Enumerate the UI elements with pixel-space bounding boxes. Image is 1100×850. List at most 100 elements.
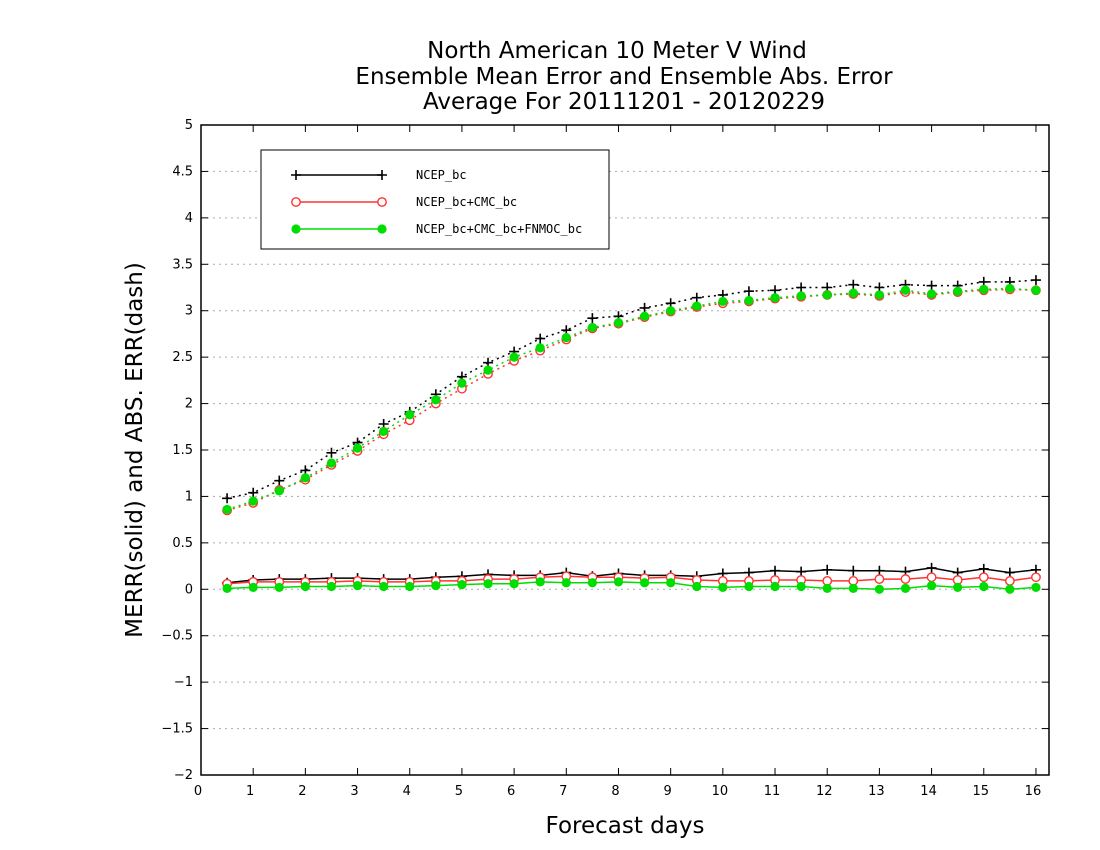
x-tick-label: 11 <box>764 784 781 799</box>
data-point <box>874 565 885 576</box>
legend-label: NCEP_bc <box>416 168 467 182</box>
y-axis-label: MERR(solid) and ABS. ERR(dash) <box>122 262 148 638</box>
data-point <box>926 580 937 591</box>
x-tick-label: 5 <box>455 784 463 799</box>
y-tick-label: 2.5 <box>172 350 193 365</box>
data-point <box>848 565 859 576</box>
data-point <box>848 288 858 298</box>
data-point <box>743 286 754 297</box>
data-point <box>431 580 441 591</box>
data-point <box>377 170 387 180</box>
y-axis: −2 −1.5 −1 −0.5 0 0.5 1 1.5 2 2.5 3 3.5 4 4.5 5 <box>161 118 1049 783</box>
data-point <box>822 290 832 300</box>
data-point <box>535 577 545 587</box>
data-point <box>1004 567 1015 578</box>
data-point <box>483 579 493 589</box>
data-point <box>822 564 833 575</box>
data-point <box>326 447 337 458</box>
x-tick-label: 6 <box>507 784 515 799</box>
data-point <box>718 296 728 307</box>
x-tick-label: 10 <box>712 784 729 799</box>
data-point <box>222 504 232 515</box>
series-line <box>226 279 1037 500</box>
data-point <box>953 582 963 593</box>
y-tick-label: −1.5 <box>161 722 193 737</box>
data-point <box>326 458 337 468</box>
data-point <box>379 581 389 592</box>
x-tick-label: 8 <box>611 784 619 799</box>
data-point <box>561 578 571 588</box>
data-point <box>613 318 624 328</box>
data-point <box>796 282 807 293</box>
data-point <box>274 486 284 496</box>
y-tick-label: 3 <box>185 304 193 319</box>
y-tick-label: 1 <box>185 489 193 504</box>
data-point <box>744 581 754 592</box>
data-point <box>691 292 702 303</box>
legend-label: NCEP_bc+CMC_bc <box>416 195 517 209</box>
y-tick-label: 3.5 <box>172 257 193 272</box>
y-tick-label: −0.5 <box>161 629 193 644</box>
data-point <box>352 580 363 591</box>
legend-item: NCEP_bc+CMC_bc+FNMOC_bc <box>291 222 582 236</box>
legend: NCEP_bc NCEP_bc+CMC_bc NCEP_bc+CMC_bc+FNMO… <box>260 149 610 250</box>
data-point <box>848 279 859 290</box>
data-point <box>743 567 754 578</box>
data-point <box>587 313 598 324</box>
data-point <box>457 580 467 590</box>
data-point <box>377 224 387 234</box>
x-tick-label: 4 <box>403 784 411 799</box>
data-point <box>900 583 911 593</box>
y-tick-label: 0 <box>185 582 193 597</box>
data-point <box>900 285 911 295</box>
data-point <box>1005 283 1015 294</box>
data-point <box>639 311 650 321</box>
data-point <box>291 197 301 207</box>
data-point <box>848 583 858 593</box>
data-point <box>978 563 989 574</box>
y-tick-label: 0.5 <box>172 536 193 551</box>
data-point <box>535 343 545 353</box>
data-point <box>1004 576 1015 586</box>
data-point <box>639 302 650 313</box>
data-point <box>248 487 259 498</box>
data-point <box>483 365 493 375</box>
y-tick-label: −2 <box>174 768 193 783</box>
data-point <box>692 301 702 311</box>
series-NCEP_bc-merr <box>222 562 1041 588</box>
data-point <box>926 562 937 573</box>
series-layer <box>222 275 1041 594</box>
title-line-3: Average For 20111201 - 20120229 <box>423 89 825 115</box>
data-point <box>926 289 937 299</box>
data-point <box>900 574 911 584</box>
data-point <box>978 572 989 583</box>
data-point <box>291 170 301 180</box>
data-point <box>770 581 780 592</box>
data-point <box>1030 275 1041 286</box>
y-tick-label: 2 <box>185 397 193 412</box>
x-tick-label: 15 <box>972 784 989 799</box>
data-point <box>1031 572 1041 583</box>
data-point <box>770 565 781 576</box>
data-point <box>352 443 363 453</box>
data-point <box>274 582 284 593</box>
data-point <box>744 295 754 306</box>
data-point <box>822 583 832 593</box>
series-line <box>227 581 1037 591</box>
data-point <box>874 574 885 584</box>
data-point <box>431 395 441 405</box>
data-point <box>561 333 571 343</box>
data-point <box>692 581 702 592</box>
legend-label: NCEP_bc+CMC_bc+FNMOC_bc <box>416 222 582 236</box>
y-tick-label: 4.5 <box>172 164 193 179</box>
series-NCEP_bc+CMC_bc+FNMOC_bc-abs_err <box>222 283 1041 515</box>
data-point <box>379 426 389 437</box>
series-NCEP_bc-abs_err <box>222 275 1041 504</box>
chart-title: North American 10 Meter V Wind Ensemble … <box>355 38 893 115</box>
data-point <box>326 581 337 592</box>
data-point <box>509 352 519 362</box>
x-tick-label: 2 <box>298 784 306 799</box>
data-point <box>222 583 232 593</box>
legend-item: NCEP_bc <box>291 168 467 182</box>
